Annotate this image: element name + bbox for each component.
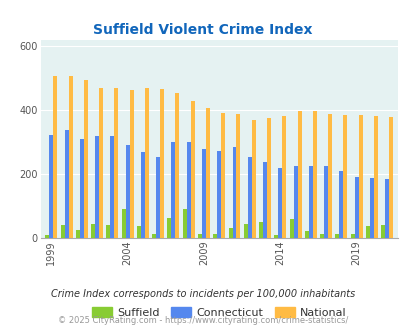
Bar (312, 111, 316, 238)
Bar (365, 226, 369, 238)
Bar (289, 219, 293, 238)
Bar (323, 166, 327, 238)
Bar (243, 224, 247, 238)
Bar (274, 235, 278, 238)
Bar (327, 114, 331, 238)
Bar (343, 115, 347, 238)
Bar (247, 157, 251, 238)
Bar (266, 118, 270, 238)
Bar (80, 139, 83, 238)
Bar (91, 224, 95, 238)
Bar (160, 89, 164, 238)
Bar (232, 147, 236, 238)
Legend: Suffield, Connecticut, National: Suffield, Connecticut, National (87, 303, 350, 322)
Bar (228, 228, 232, 238)
Bar (106, 225, 110, 238)
Bar (339, 171, 343, 238)
Bar (320, 234, 323, 238)
Bar (278, 168, 281, 238)
Bar (136, 226, 141, 238)
Bar (262, 162, 266, 238)
Text: Crime Index corresponds to incidents per 100,000 inhabitants: Crime Index corresponds to incidents per… (51, 289, 354, 299)
Bar (335, 234, 339, 238)
Bar (358, 115, 362, 238)
Bar (95, 136, 99, 238)
Bar (45, 235, 49, 238)
Bar (141, 152, 145, 238)
Bar (167, 218, 171, 238)
Bar (388, 117, 392, 238)
Bar (64, 130, 68, 238)
Bar (114, 87, 118, 238)
Bar (293, 166, 297, 238)
Bar (175, 93, 179, 238)
Bar (354, 177, 358, 238)
Bar (186, 142, 190, 238)
Bar (213, 234, 217, 238)
Bar (297, 112, 301, 238)
Bar (380, 225, 384, 238)
Bar (182, 209, 186, 238)
Bar (308, 166, 312, 238)
Bar (304, 231, 308, 238)
Bar (49, 135, 53, 238)
Bar (258, 222, 262, 238)
Bar (68, 76, 72, 238)
Bar (202, 149, 205, 238)
Bar (251, 120, 255, 238)
Bar (129, 90, 133, 238)
Bar (60, 225, 64, 238)
Bar (373, 116, 377, 238)
Bar (171, 142, 175, 238)
Bar (190, 101, 194, 238)
Bar (122, 209, 125, 238)
Bar (152, 234, 156, 238)
Bar (99, 87, 103, 238)
Bar (145, 87, 149, 238)
Text: Suffield Violent Crime Index: Suffield Violent Crime Index (93, 23, 312, 37)
Bar (217, 151, 221, 238)
Bar (384, 179, 388, 238)
Bar (369, 178, 373, 238)
Bar (281, 115, 286, 238)
Bar (350, 234, 354, 238)
Bar (156, 157, 160, 238)
Bar (236, 114, 240, 238)
Bar (76, 230, 80, 238)
Bar (205, 108, 209, 238)
Bar (110, 136, 114, 238)
Text: © 2025 CityRating.com - https://www.cityrating.com/crime-statistics/: © 2025 CityRating.com - https://www.city… (58, 315, 347, 325)
Bar (198, 234, 202, 238)
Bar (83, 81, 87, 238)
Bar (221, 113, 225, 238)
Bar (125, 145, 129, 238)
Bar (53, 76, 57, 238)
